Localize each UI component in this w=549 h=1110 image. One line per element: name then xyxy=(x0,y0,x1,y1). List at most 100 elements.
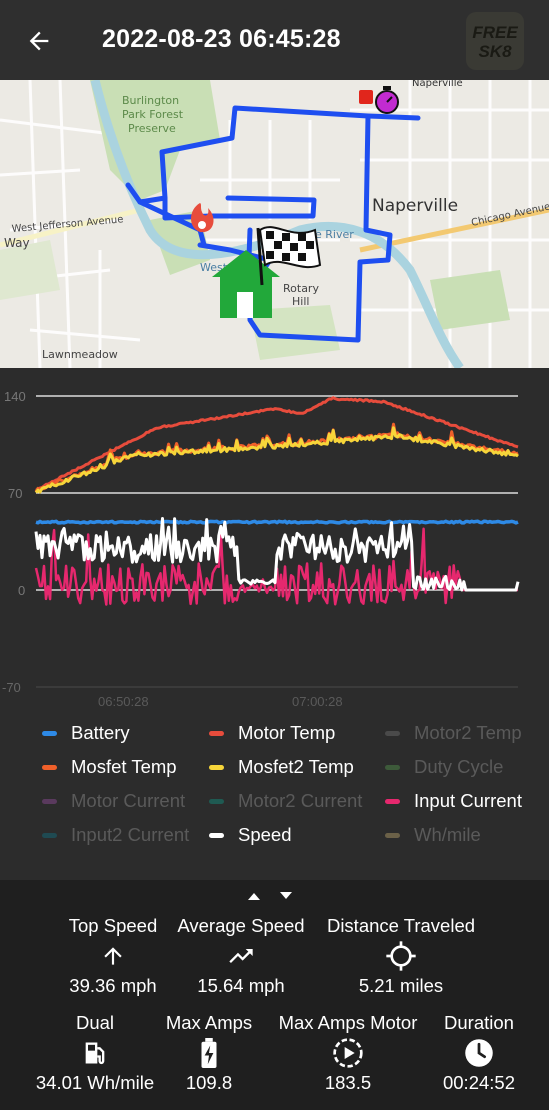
battery-charging-icon xyxy=(201,1038,217,1068)
clock-icon xyxy=(465,1039,493,1067)
legend-swatch xyxy=(385,798,400,804)
legend-swatch xyxy=(385,764,400,770)
stat-duration-value: 00:24:52 xyxy=(442,1072,515,1093)
stat-duration-label: Duration xyxy=(444,1012,514,1033)
legend-label: Input Current xyxy=(414,790,522,811)
legend-swatch xyxy=(42,764,57,770)
legend-label: Motor2 Current xyxy=(238,790,363,811)
legend-item-duty-cycle[interactable]: Duty Cycle xyxy=(385,756,503,778)
legend-swatch xyxy=(42,730,57,736)
y-tick-70: 70 xyxy=(8,486,22,501)
map-label-naperville-top: Naperville xyxy=(412,80,463,89)
stat-duration: Duration 00:24:52 xyxy=(434,1012,524,1094)
legend-label: Motor2 Temp xyxy=(414,722,522,743)
stat-top-speed-value: 39.36 mph xyxy=(69,975,157,996)
svg-text:SK8: SK8 xyxy=(478,42,512,61)
legend-item-motor2-current[interactable]: Motor2 Current xyxy=(209,790,362,812)
stat-distance: Distance Traveled 5.21 miles xyxy=(318,915,484,997)
svg-text:Hill: Hill xyxy=(292,295,309,308)
stat-top-speed: Top Speed 39.36 mph xyxy=(56,915,170,997)
stat-max-amps: Max Amps 109.8 xyxy=(158,1012,260,1094)
legend-item-battery[interactable]: Battery xyxy=(42,722,130,744)
legend-swatch xyxy=(42,832,57,838)
home-icon xyxy=(212,250,280,318)
legend-label: Duty Cycle xyxy=(414,756,504,777)
legend-label: Battery xyxy=(71,722,130,743)
legend-swatch xyxy=(385,832,400,838)
legend-item-speed[interactable]: Speed xyxy=(209,824,292,846)
stats-panel xyxy=(0,880,549,1110)
telemetry-chart[interactable]: 140 70 0 -70 06:50:28 07:00:28 xyxy=(0,368,549,710)
battery-series xyxy=(35,519,519,525)
x-tick-2: 07:00:28 xyxy=(292,694,343,709)
stopwatch-icon xyxy=(359,86,399,114)
stat-efficiency-label: Dual xyxy=(75,1012,115,1033)
mosfet2-temp-series xyxy=(34,426,519,494)
map-label-burlington: Burlington xyxy=(122,94,179,107)
map-label-rotary: Rotary xyxy=(283,282,319,295)
legend-label: Speed xyxy=(238,824,292,845)
chart-legend: Battery Motor Temp Motor2 Temp Mosfet Temp M… xyxy=(0,716,549,866)
map-label-lawnmeadow: Lawnmeadow xyxy=(42,348,118,361)
stat-average-speed: Average Speed 15.64 mph xyxy=(172,915,310,997)
legend-swatch xyxy=(209,730,224,736)
stat-distance-label: Distance Traveled xyxy=(326,915,476,936)
stat-average-speed-label: Average Speed xyxy=(177,915,305,936)
legend-item-mosfet2-temp[interactable]: Mosfet2 Temp xyxy=(209,756,354,778)
x-tick-1: 06:50:28 xyxy=(98,694,149,709)
legend-label: Wh/mile xyxy=(414,824,481,845)
fuel-pump-icon xyxy=(85,1042,105,1064)
telemetry-chart-svg: 140 70 0 -70 06:50:28 07:00:28 xyxy=(2,389,520,709)
legend-item-motor2-temp[interactable]: Motor2 Temp xyxy=(385,722,522,744)
freesk8-logo-icon: FREE SK8 xyxy=(472,23,518,61)
stat-efficiency: Dual 34.01 Wh/mile xyxy=(26,1012,164,1094)
stat-max-amps-value: 109.8 xyxy=(185,1072,233,1093)
y-tick-0: 0 xyxy=(18,583,25,598)
arrow-left-icon xyxy=(29,31,49,51)
chevron-up-icon[interactable] xyxy=(247,891,261,901)
stat-average-speed-value: 15.64 mph xyxy=(197,975,285,996)
y-tick-neg70: -70 xyxy=(2,680,21,695)
stat-max-amps-label: Max Amps xyxy=(165,1012,253,1033)
legend-swatch xyxy=(209,764,224,770)
finish-flag-icon xyxy=(256,226,322,286)
gps-target-icon xyxy=(386,941,416,971)
legend-item-motor-current[interactable]: Motor Current xyxy=(42,790,185,812)
ride-title: 2022-08-23 06:45:28 xyxy=(102,25,341,53)
legend-swatch xyxy=(42,798,57,804)
map-label-river: ge River xyxy=(308,228,354,241)
motor-play-icon xyxy=(333,1038,363,1068)
map-label-way: Way xyxy=(4,236,30,250)
route-map-svg: Burlington Park Forest Preserve West Jef… xyxy=(0,80,549,368)
svg-text:FREE: FREE xyxy=(472,23,518,42)
legend-swatch xyxy=(209,832,224,838)
back-button[interactable] xyxy=(22,24,56,58)
legend-item-wh-mile[interactable]: Wh/mile xyxy=(385,824,481,846)
legend-label: Mosfet2 Temp xyxy=(238,756,354,777)
svg-text:Park Forest: Park Forest xyxy=(122,108,184,121)
legend-swatch xyxy=(385,730,400,736)
panel-toggle[interactable] xyxy=(247,891,293,901)
stat-top-speed-label: Top Speed xyxy=(68,915,158,936)
legend-item-motor-temp[interactable]: Motor Temp xyxy=(209,722,335,744)
fire-icon xyxy=(191,203,214,233)
arrow-up-icon xyxy=(104,947,122,965)
app-bar: 2022-08-23 06:45:28 FREE SK8 xyxy=(0,0,549,80)
chevron-down-icon[interactable] xyxy=(279,891,293,901)
legend-swatch xyxy=(209,798,224,804)
stat-max-amps-motor-value: 183.5 xyxy=(324,1072,372,1093)
stat-distance-value: 5.21 miles xyxy=(358,975,444,996)
y-tick-140: 140 xyxy=(4,389,26,404)
trending-up-icon xyxy=(229,949,253,963)
legend-item-input-current[interactable]: Input Current xyxy=(385,790,522,812)
freesk8-logo[interactable]: FREE SK8 xyxy=(466,12,524,70)
route-map[interactable]: Burlington Park Forest Preserve West Jef… xyxy=(0,80,549,368)
legend-label: Motor Temp xyxy=(238,722,336,743)
motor-temp-series xyxy=(35,396,519,492)
legend-item-mosfet-temp[interactable]: Mosfet Temp xyxy=(42,756,177,778)
legend-label: Mosfet Temp xyxy=(71,756,177,777)
legend-label: Motor Current xyxy=(71,790,186,811)
stat-efficiency-value: 34.01 Wh/mile xyxy=(35,1072,155,1093)
speed-series xyxy=(34,517,520,592)
legend-item-input2-current[interactable]: Input2 Current xyxy=(42,824,189,846)
